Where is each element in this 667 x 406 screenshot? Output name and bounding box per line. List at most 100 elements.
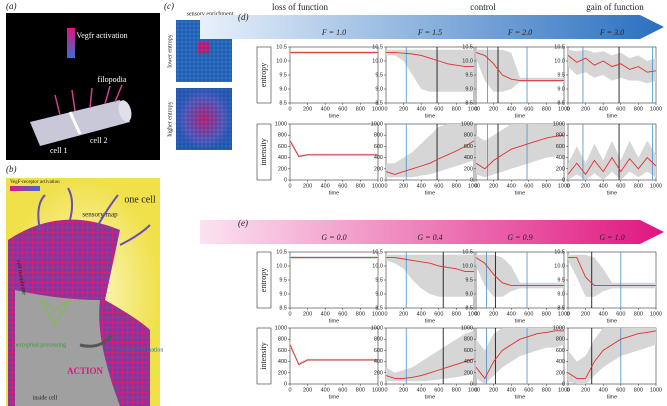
y-tick-label: 1000 (275, 325, 287, 331)
y-tick-label: 10.0 (462, 263, 473, 269)
panel-c-title: sensory enrichment (187, 11, 234, 17)
x-tick-label: 0 (288, 183, 291, 189)
x-tick-label: 400 (417, 106, 426, 112)
y-tick-label: 200 (374, 370, 383, 376)
x-tick-label: 600 (616, 311, 625, 317)
y-tick-label: 10.0 (554, 58, 565, 64)
x-axis-label: time (329, 318, 339, 324)
y-tick-label: 10.0 (462, 58, 473, 64)
x-tick-label: 1000 (650, 311, 662, 317)
x-axis-label: time (425, 190, 435, 196)
x-tick-label: 1000 (372, 106, 384, 112)
y-tick-label: 600 (464, 144, 473, 150)
x-tick-label: 800 (356, 387, 365, 393)
x-tick-label: 0 (566, 106, 569, 112)
y-tick-label: 9.0 (557, 291, 565, 297)
x-tick-label: 600 (338, 311, 347, 317)
mean-line (385, 140, 475, 175)
header: loss of function (272, 2, 328, 12)
y-tick-label: 8.5 (375, 305, 383, 311)
parameter-label: F = 2.0 (507, 28, 532, 37)
y-tick-label: 9.5 (465, 72, 473, 78)
x-tick-label: 1000 (650, 106, 662, 112)
x-axis-label: time (607, 394, 617, 400)
y-tick-label: 800 (464, 337, 473, 343)
lower-label: lower entropy (167, 34, 173, 68)
cylinder (30, 84, 132, 146)
x-tick-label: 0 (566, 387, 569, 393)
x-tick-label: 600 (616, 387, 625, 393)
ylabel-box (256, 251, 272, 309)
inside-cell-label: inside cell (33, 395, 58, 401)
x-tick-label: 800 (452, 106, 461, 112)
y-tick-label: 400 (374, 359, 383, 365)
band (568, 140, 656, 180)
band (476, 254, 564, 297)
y-tick-label: 1000 (371, 121, 383, 127)
y-tick-label: 9.0 (465, 291, 473, 297)
panel-label: (b) (6, 164, 17, 174)
x-axis-label: time (515, 394, 525, 400)
x-tick-label: 800 (634, 106, 643, 112)
x-tick-label: 200 (303, 387, 312, 393)
x-tick-label: 200 (303, 106, 312, 112)
x-tick-label: 1000 (558, 183, 570, 189)
x-tick-label: 200 (303, 183, 312, 189)
x-tick-label: 400 (321, 387, 330, 393)
x-tick-label: 600 (338, 387, 347, 393)
x-axis-label: time (329, 394, 339, 400)
x-tick-label: 200 (581, 387, 590, 393)
x-axis-label: time (329, 113, 339, 119)
x-tick-label: 600 (524, 106, 533, 112)
x-tick-label: 0 (566, 183, 569, 189)
y-tick-label: 400 (374, 155, 383, 161)
sensory-map-label: sensory map (82, 211, 118, 219)
band (386, 49, 474, 92)
y-tick-label: 9.0 (557, 86, 565, 92)
y-tick-label: 1000 (553, 325, 565, 331)
x-axis-label: time (515, 113, 525, 119)
x-tick-label: 200 (489, 183, 498, 189)
x-tick-label: 200 (489, 387, 498, 393)
plot-area (289, 251, 379, 309)
x-axis-label: time (515, 318, 525, 324)
y-tick-label: 1000 (275, 121, 287, 127)
y-tick-label: 8.5 (465, 305, 473, 311)
perceptual-label: perceptual processing (14, 342, 66, 348)
x-tick-label: 1000 (558, 311, 570, 317)
panel-label: (d) (238, 12, 249, 22)
x-axis-label: time (607, 318, 617, 324)
network (39, 299, 71, 326)
x-tick-label: 600 (434, 311, 443, 317)
x-tick-label: 0 (288, 387, 291, 393)
y-tick-label: 400 (464, 359, 473, 365)
panel-b: (b) VegF-receptor activation one cell se… (6, 164, 163, 406)
y-tick-label: 400 (556, 359, 565, 365)
x-tick-label: 800 (356, 106, 365, 112)
y-tick-label: 400 (278, 155, 287, 161)
mean-line (475, 134, 565, 170)
y-tick-label: 800 (374, 337, 383, 343)
mean-line (386, 52, 474, 68)
x-tick-label: 0 (474, 106, 477, 112)
x-axis-label: time (425, 394, 435, 400)
x-tick-label: 800 (542, 106, 551, 112)
y-axis-label: entropy (259, 268, 268, 292)
y-tick-label: 1000 (553, 121, 565, 127)
y-tick-label: 10.5 (462, 249, 473, 255)
y-tick-label: 0 (380, 177, 383, 183)
y-tick-label: 8.5 (375, 100, 383, 106)
y-tick-label: 10.0 (554, 263, 565, 269)
y-tick-label: 200 (556, 166, 565, 172)
y-tick-label: 600 (278, 348, 287, 354)
y-tick-label: 8.5 (557, 100, 565, 106)
x-tick-label: 200 (399, 387, 408, 393)
plot-area (289, 123, 379, 181)
action-arrow (79, 334, 114, 348)
mean-line (568, 257, 656, 287)
parameter-label: G = 0.0 (321, 233, 346, 242)
x-tick-label: 0 (288, 311, 291, 317)
x-tick-label: 800 (542, 183, 551, 189)
y-tick-label: 10.5 (276, 249, 287, 255)
panel-a: (a) Vegfr activation filopodia cell 1 ce… (6, 1, 160, 160)
